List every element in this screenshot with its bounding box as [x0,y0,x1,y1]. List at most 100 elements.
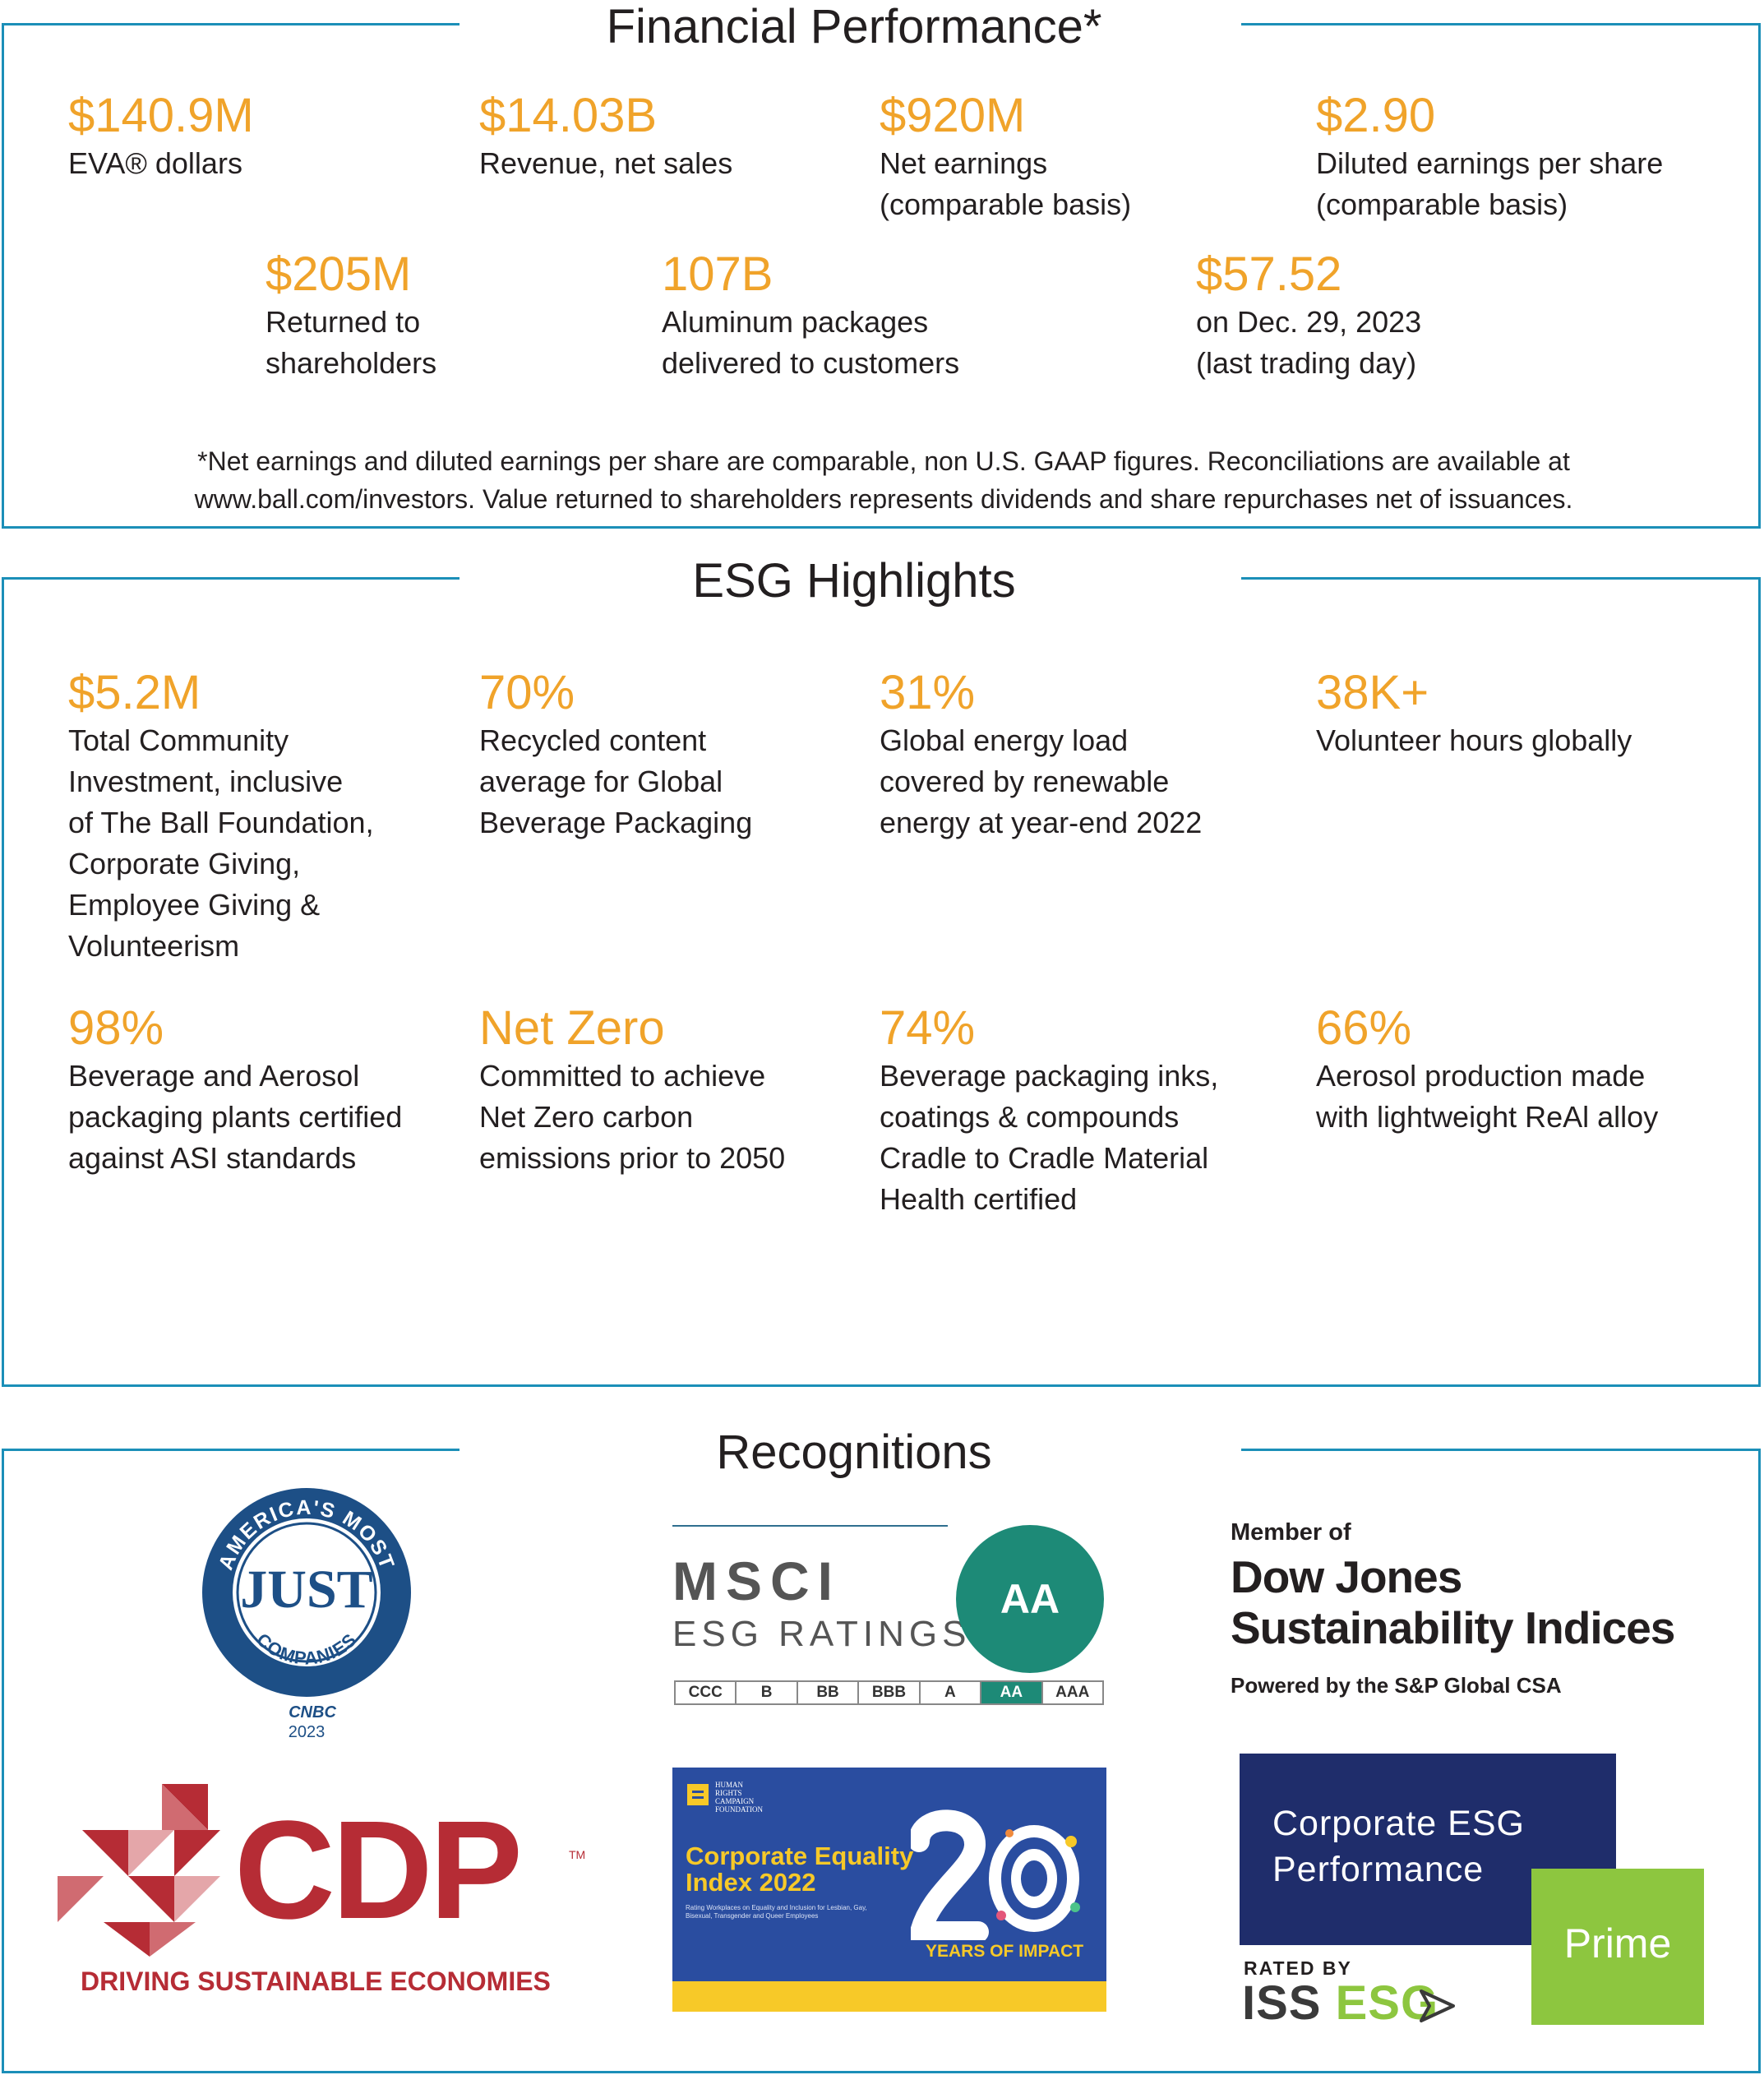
stat-value: 74% [880,1001,976,1055]
stat-diluted-eps: $2.90 Diluted earnings per share (compar… [1316,90,1663,225]
stat-desc: Diluted earnings per share (comparable b… [1316,146,1664,221]
cdp-wordmark: CDP [234,1792,523,1948]
stat-value: $920M [880,89,1026,142]
stat-desc: Total Community Investment, inclusive of… [68,723,374,963]
msci-subtitle: ESG RATINGS [672,1614,972,1654]
cdp-trademark: TM [569,1848,586,1861]
cdp-logo: CDP TM DRIVING SUSTAINABLE ECONOMIES [58,1784,585,1998]
stat-desc: Volunteer hours globally [1316,723,1632,757]
iss-box-text: Corporate ESG Performance [1272,1804,1525,1889]
panel-top-rule-left [2,23,459,25]
stat-net-zero: Net Zero Committed to achieve Net Zero c… [479,1003,785,1179]
badge-center-text: JUST [240,1560,372,1620]
msci-scale-cell: CCC [676,1682,737,1703]
stat-desc: Committed to achieve Net Zero carbon emi… [479,1059,786,1175]
stat-asi-certified: 98% Beverage and Aerosol packaging plant… [68,1003,402,1179]
stat-value: 66% [1316,1001,1412,1055]
stat-renewable-energy: 31% Global energy load covered by renewa… [880,668,1202,843]
iss-name: ISS ESG [1242,1976,1438,2031]
hrc-org-name: HUMAN RIGHTS CAMPAIGN FOUNDATION [715,1781,763,1814]
stat-value: $14.03B [479,89,658,142]
recognitions-title: Recognitions [716,1426,992,1479]
stat-net-earnings: $920M Net earnings (comparable basis) [880,90,1131,225]
financial-footnote: *Net earnings and diluted earnings per s… [194,446,1573,514]
stat-value: 107B [662,247,773,301]
panel-top-rule-right [1241,1449,1761,1451]
iss-box: Corporate ESG Performance [1240,1754,1616,1945]
msci-rule [672,1525,948,1527]
stat-value: $205M [266,247,412,301]
stat-recycled-content: 70% Recycled content average for Global … [479,668,752,843]
stat-desc: Revenue, net sales [479,146,733,180]
msci-rating-circle: AA [956,1525,1104,1673]
iss-name-a: ISS [1242,1976,1336,2030]
stat-real-alloy: 66% Aerosol production made with lightwe… [1316,1003,1658,1138]
cdp-tagline: DRIVING SUSTAINABLE ECONOMIES [81,1966,551,1996]
msci-scale-cell: AA [981,1682,1043,1703]
stat-desc: Aluminum packages delivered to customers [662,305,960,380]
iss-prime-text: Prime [1563,1920,1672,1966]
panel-top-rule-right [1241,23,1761,25]
stat-value: Net Zero [479,1001,665,1055]
hrc-years-of-impact: YEARS OF IMPACT [926,1942,1084,1961]
financial-title: Financial Performance* [606,0,1102,53]
stat-cradle-to-cradle: 74% Beverage packaging inks, coatings & … [880,1003,1218,1220]
msci-scale-cell: B [737,1682,798,1703]
stat-desc: Aerosol production made with lightweight… [1316,1059,1659,1134]
dj-name-line2: Sustainability Indices [1231,1602,1675,1653]
cdp-triangles-icon [58,1784,220,1957]
msci-scale-cell: AAA [1055,1684,1090,1701]
stat-returned: $205M Returned to shareholders [266,249,436,384]
stat-value: $5.2M [68,666,201,719]
stat-packages: 107B Aluminum packages delivered to cust… [662,249,959,384]
esg-highlights-panel: ESG Highlights $5.2M Total Community Inv… [2,557,1761,1387]
stat-value: $140.9M [68,89,254,142]
badge-inner-rule [236,1522,377,1663]
stat-share-price: $57.52 on Dec. 29, 2023 (last trading da… [1196,249,1421,384]
panel-top-rule-left [2,1449,459,1451]
badge-inner [233,1518,381,1666]
iss-arrow-icon [1420,1990,1455,2022]
dj-powered-by: Powered by the S&P Global CSA [1231,1673,1562,1698]
just-badge-graphic: AMERICA'S MOST JUST COMPANIES CNBC 2023 [202,1488,411,1741]
badge-source: CNBC [289,1703,336,1721]
stat-community-investment: $5.2M Total Community Investment, inclus… [68,668,374,967]
stat-desc: Global energy load covered by renewable … [880,723,1203,839]
stat-value: 38K+ [1316,666,1429,719]
msci-scale-cell: A [921,1682,982,1703]
stat-desc: on Dec. 29, 2023 (last trading day) [1196,305,1422,380]
stat-desc: Beverage and Aerosol packaging plants ce… [68,1059,403,1175]
stat-revenue: $14.03B Revenue, net sales [479,90,732,184]
stat-desc: Beverage packaging inks, coatings & comp… [880,1059,1219,1216]
panel-top-rule-left [2,577,459,580]
iss-esg-prime-badge: Corporate ESG Performance Prime RATED BY… [1240,1754,1704,2030]
stat-value: $2.90 [1316,89,1436,142]
hrc-yellow-band [672,1981,1106,2012]
hrc-equal-icon [687,1784,709,1805]
panel-top-rule-right [1241,577,1761,580]
iss-prime-box: Prime [1531,1869,1704,2025]
dj-member-label: Member of [1231,1519,1351,1546]
stat-desc: EVA® dollars [68,146,242,180]
dow-jones-sustainability-logo: Member of Dow Jones Sustainability Indic… [1231,1519,1740,1698]
stat-value: 31% [880,666,976,719]
just-companies-badge: AMERICA'S MOST JUST COMPANIES CNBC 2023 [197,1484,415,1747]
msci-esg-ratings-logo: MSCI ESG RATINGS AA CCC B BB BBB A AA AA… [672,1525,1108,1710]
stat-value: 70% [479,666,575,719]
stat-desc: Net earnings (comparable basis) [880,146,1132,221]
stat-desc: Returned to shareholders [266,305,437,380]
esg-title: ESG Highlights [692,554,1016,608]
hrc-title: Corporate Equality Index 2022 [686,1842,914,1897]
msci-scale-cell: BBB [859,1682,921,1703]
stat-volunteer-hours: 38K+ Volunteer hours globally [1316,668,1632,761]
stat-value: $57.52 [1196,247,1342,301]
hrc-twenty-years-icon [911,1809,1080,1940]
financial-performance-panel: Financial Performance* $140.9M EVA® doll… [2,2,1761,529]
badge-year: 2023 [289,1723,326,1741]
recognitions-panel: Recognitions [2,1428,1761,2073]
dj-name-line1: Dow Jones [1231,1551,1462,1602]
msci-rating-scale: CCC B BB BBB A AA AAA [674,1680,1104,1705]
stat-value: 98% [68,1001,164,1055]
hrc-corporate-equality-index-badge: HUMAN RIGHTS CAMPAIGN FOUNDATION Corpora… [672,1768,1106,2012]
iss-rated-by: RATED BY [1244,1957,1352,1979]
